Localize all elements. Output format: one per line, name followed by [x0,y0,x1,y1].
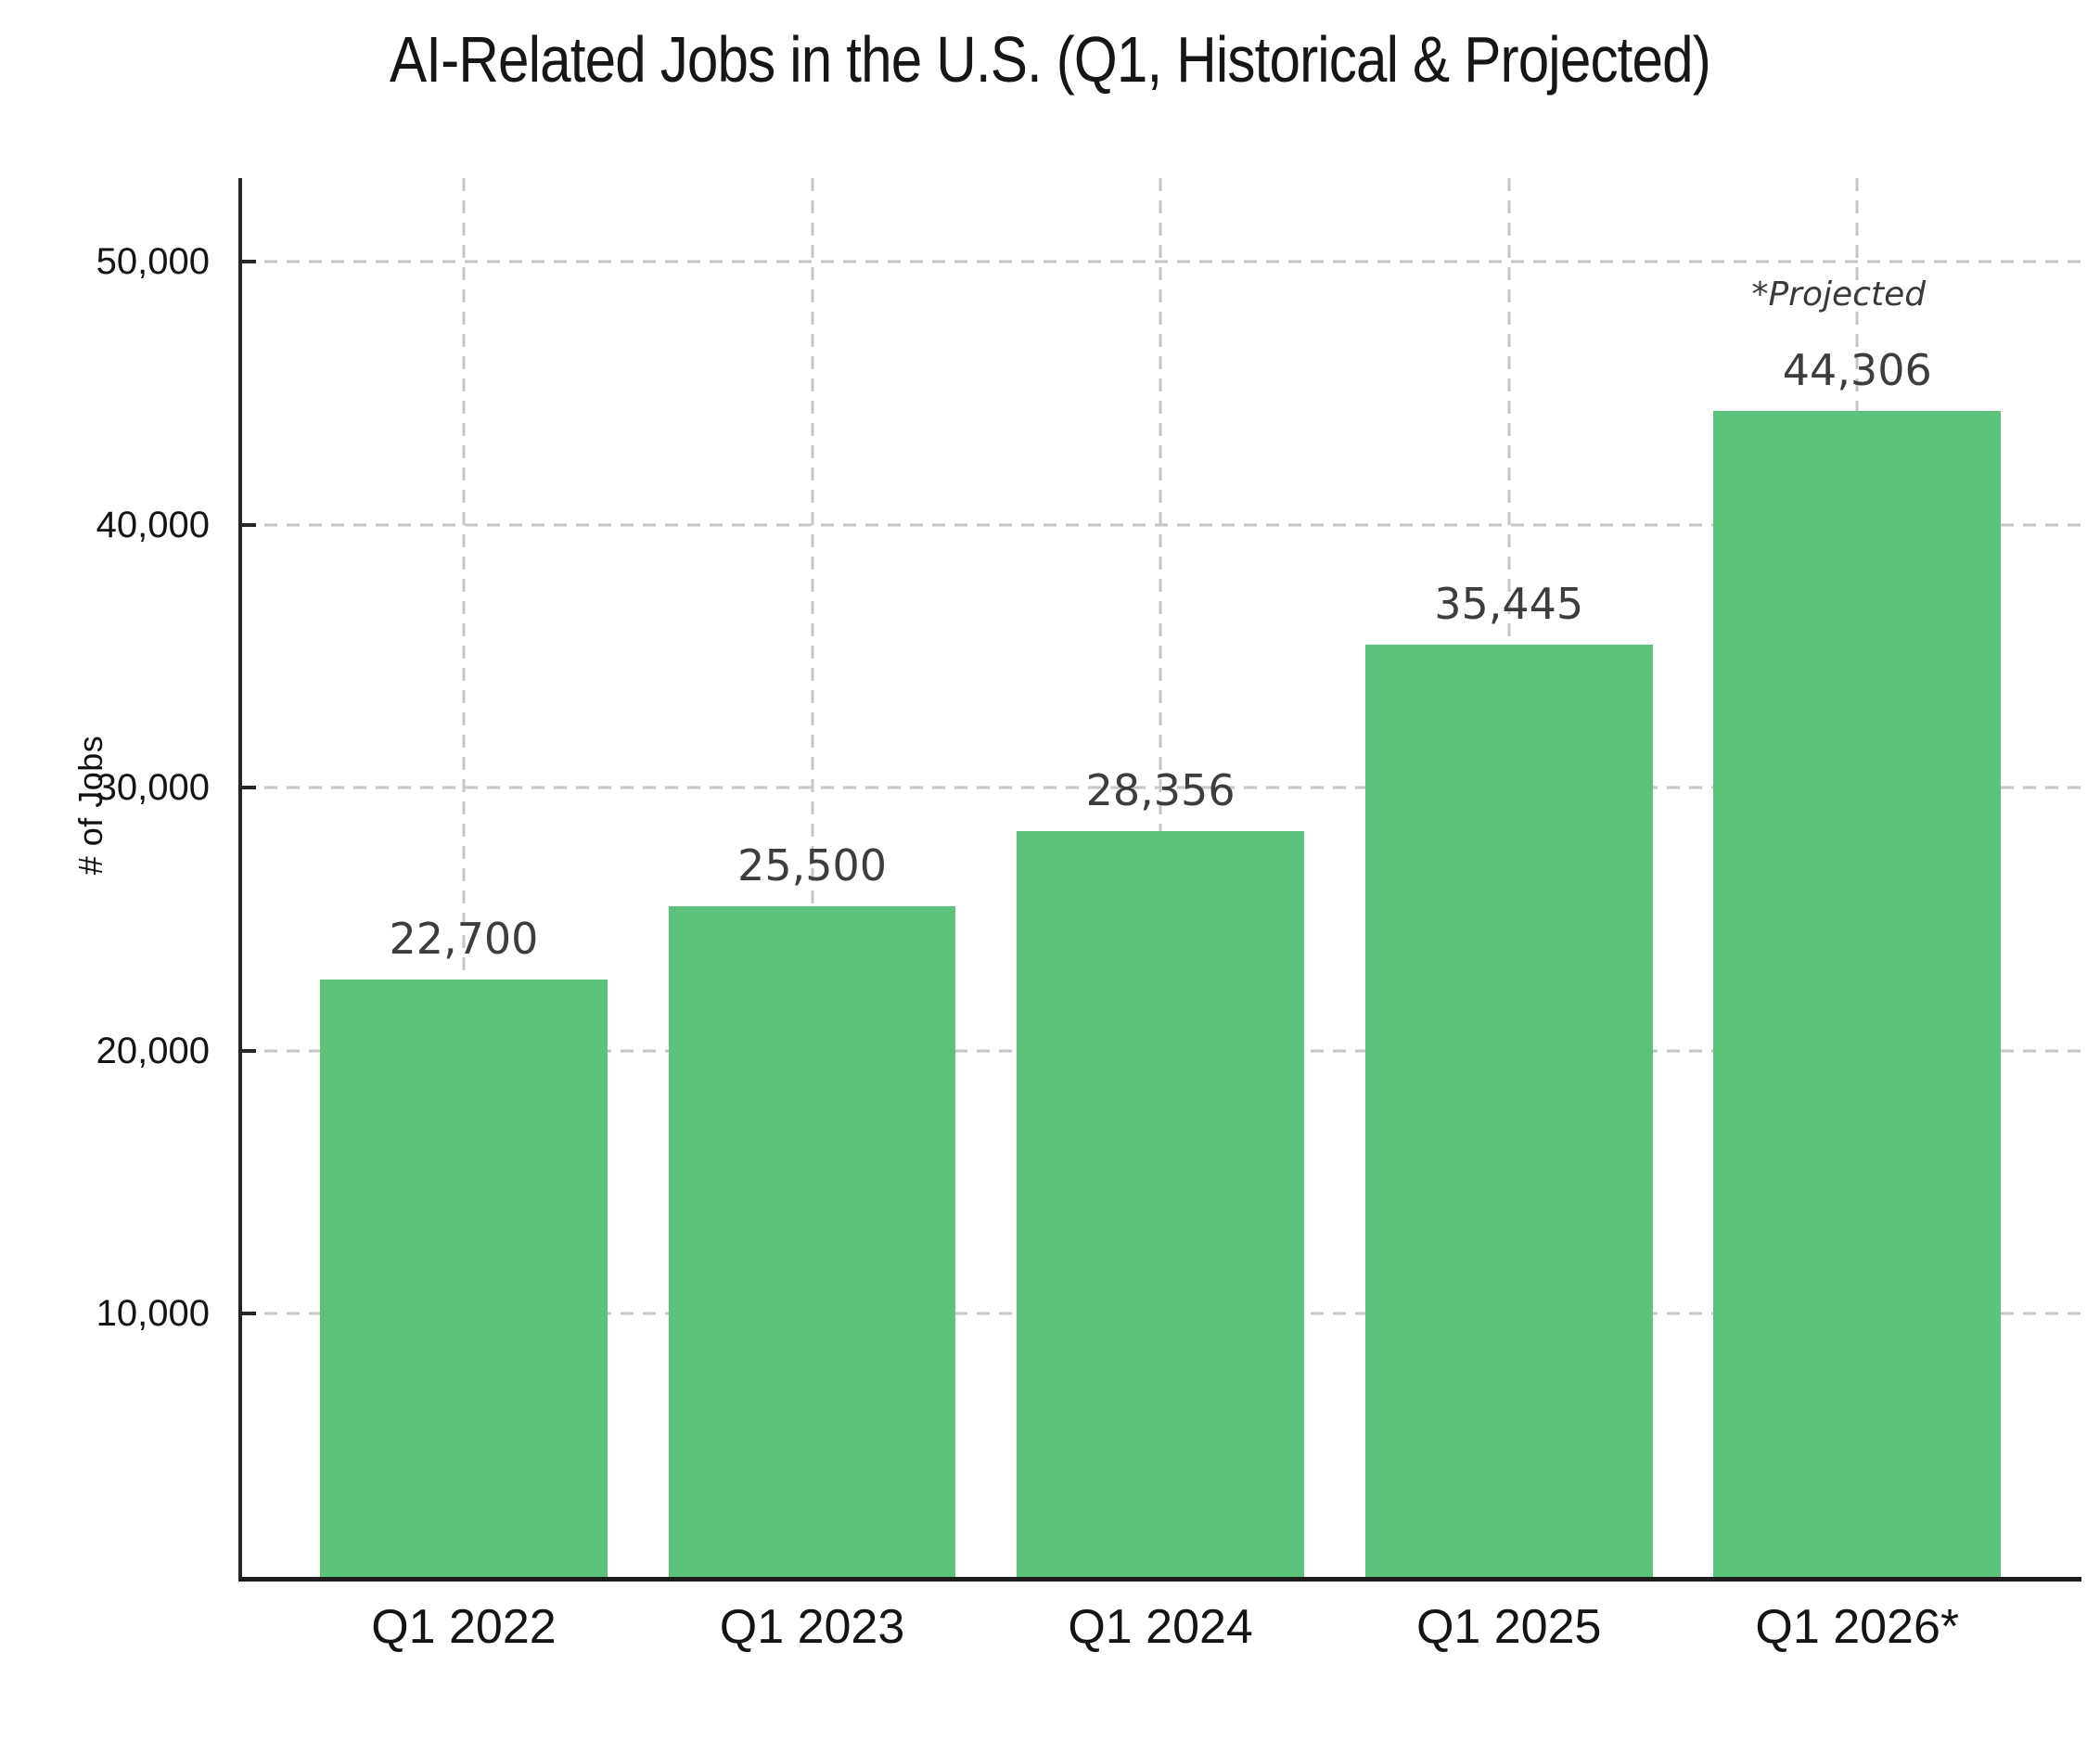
y-tick-label: 50,000 [96,240,210,282]
x-tick-label: Q1 2022 [371,1600,557,1654]
x-tick-label: Q1 2024 [1068,1600,1253,1654]
bar [1364,644,1653,1577]
y-tick-label: 30,000 [96,767,210,809]
y-tick-label: 10,000 [96,1293,210,1335]
plot-area: 10,000 20,000 30,000 40,000 50,000 22,700 Q1 2… [96,178,2081,1651]
x-tick-label: Q1 2026* [1755,1600,1960,1654]
y-tick-mark [242,786,256,790]
bar [1713,411,2002,1577]
bar-value-label: 35,445 [1434,578,1584,629]
bar [668,905,956,1577]
y-tick-mark [242,259,256,263]
x-tick-label: Q1 2023 [719,1600,905,1654]
v-gridline [462,178,466,1577]
bar-value-label: 25,500 [737,839,888,890]
bar [319,980,608,1577]
y-tick-label: 40,000 [96,504,210,545]
y-tick-label: 20,000 [96,1030,210,1071]
y-tick-mark [242,522,256,527]
bar-value-label: 44,306 [1782,345,1932,396]
y-tick-mark [242,1048,256,1053]
x-tick-label: Q1 2025 [1415,1600,1602,1654]
chart-title: AI-Related Jobs in the U.S. (Q1, Histori… [390,23,1711,96]
bar [1017,830,1305,1577]
v-gridline [811,178,814,1577]
bar-value-label: 28,356 [1085,764,1236,815]
projected-annotation: *Projected [1751,275,1927,314]
bar-value-label: 22,700 [389,914,539,964]
y-tick-mark [242,1312,256,1316]
